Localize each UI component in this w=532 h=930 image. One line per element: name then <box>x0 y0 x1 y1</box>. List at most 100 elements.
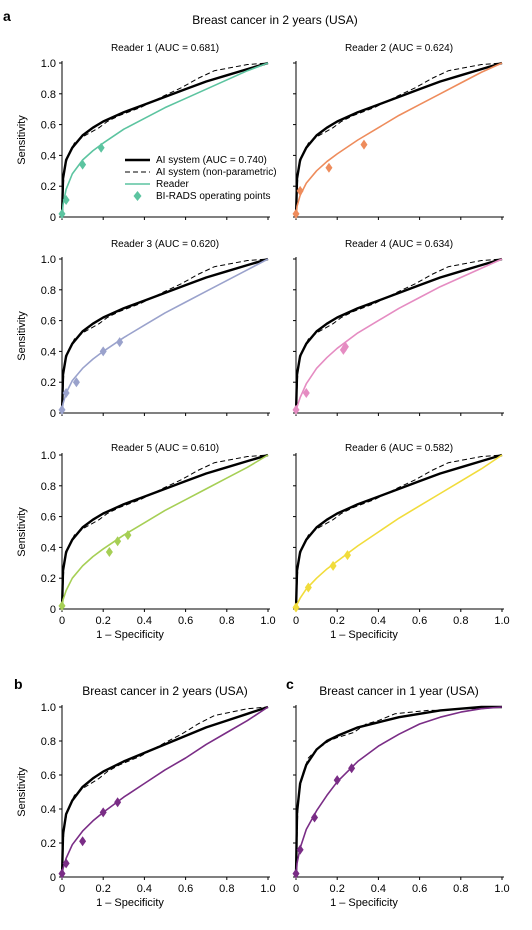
panel-1: Reader 1 (AUC = 0.681) 0 0.2 0.4 0.6 0.8 1.0 Se… <box>16 43 270 224</box>
ai-system-line <box>294 257 503 414</box>
birads-point <box>344 550 351 561</box>
birads-point <box>62 195 70 206</box>
x-tick-label: 0.6 <box>178 883 193 895</box>
x-tick-label: 0.2 <box>96 883 111 895</box>
birads-point <box>304 582 312 593</box>
x-axis-label: 1 – Specificity <box>330 897 398 909</box>
birads-point <box>58 208 66 219</box>
x-tick-label: 1.0 <box>260 883 275 895</box>
birads-point <box>333 775 341 786</box>
birads-point <box>114 536 122 547</box>
legend-ai-nonparam-label: AI system (non-parametric) <box>156 167 277 178</box>
y-axis-label: Sensitivity <box>16 767 28 817</box>
y-tick-label: 0 <box>50 408 56 420</box>
reader-line <box>61 454 269 610</box>
birads-point <box>360 139 368 150</box>
panel-4: Reader 4 (AUC = 0.634) <box>292 239 504 416</box>
reader-line <box>61 258 269 414</box>
legend-birads-label: BI-RADS operating points <box>156 191 271 202</box>
x-tick-label: 0.8 <box>453 883 468 895</box>
birads-point <box>99 807 107 818</box>
y-tick-label: 0.2 <box>41 573 56 585</box>
birads-point <box>116 337 124 348</box>
reader-line <box>61 62 269 218</box>
panel-3: Reader 3 (AUC = 0.620) 0 0.2 0.4 0.6 0.8 1.0 Se… <box>16 239 270 420</box>
birads-point <box>302 387 310 398</box>
y-tick-label: 0.8 <box>41 285 56 297</box>
panel-7-title: Breast cancer in 2 years (USA) <box>82 684 247 698</box>
birads-point <box>311 812 319 823</box>
y-tick-label: 1.0 <box>41 450 56 462</box>
legend-reader-label: Reader <box>156 179 189 190</box>
x-tick-label: 0.2 <box>330 615 345 627</box>
panel-2: Reader 2 (AUC = 0.624) <box>292 43 504 220</box>
y-tick-label: 0 <box>50 604 56 616</box>
x-tick-label: 1.0 <box>260 615 275 627</box>
panel-5: Reader 5 (AUC = 0.610) 0 0.2 0.4 0.6 0.8 1.0 0 0… <box>16 443 276 641</box>
x-tick-label: 0 <box>59 615 65 627</box>
panel-8: Breast cancer in 1 year (USA) 0 0.2 0.4 0.6 0… <box>292 684 510 909</box>
birads-point <box>58 404 66 415</box>
x-tick-label: 0.4 <box>371 615 386 627</box>
x-tick-label: 0 <box>293 883 299 895</box>
x-tick-label: 0.6 <box>178 615 193 627</box>
x-tick-label: 0.8 <box>453 615 468 627</box>
y-axis-label: Sensitivity <box>16 115 28 165</box>
ai-nonparametric-line <box>61 62 269 218</box>
birads-point <box>325 162 333 173</box>
panels: Reader 1 (AUC = 0.681) 0 0.2 0.4 0.6 0.8 1.0 Se… <box>16 43 510 909</box>
panel-5-title: Reader 5 (AUC = 0.610) <box>111 443 219 454</box>
y-tick-label: 0.4 <box>41 150 56 162</box>
x-tick-label: 0.4 <box>137 615 152 627</box>
ai-system-line <box>60 453 269 610</box>
panel-3-title: Reader 3 (AUC = 0.620) <box>111 239 219 250</box>
panel-7: Breast cancer in 2 years (USA) 0 0.2 0.4 0.6… <box>16 684 276 909</box>
birads-point <box>99 346 107 357</box>
ai-system-line <box>294 705 502 878</box>
y-tick-label: 0.6 <box>41 770 56 782</box>
panel-c-letter: c <box>286 676 294 692</box>
panel-a-letter: a <box>3 8 11 24</box>
x-tick-label: 0.4 <box>371 883 386 895</box>
birads-point <box>296 844 304 855</box>
birads-point <box>124 530 132 541</box>
y-tick-label: 0.4 <box>41 804 56 816</box>
y-tick-label: 0 <box>50 872 56 884</box>
x-tick-label: 0.8 <box>219 615 234 627</box>
x-tick-label: 0.2 <box>330 883 345 895</box>
birads-point <box>329 560 337 571</box>
birads-point <box>97 142 105 153</box>
y-tick-label: 0.6 <box>41 316 56 328</box>
birads-point <box>114 797 122 808</box>
y-tick-label: 0.8 <box>41 89 56 101</box>
y-tick-label: 1.0 <box>41 702 56 714</box>
y-tick-label: 1.0 <box>41 254 56 266</box>
panel-2-title: Reader 2 (AUC = 0.624) <box>345 43 453 54</box>
birads-point <box>62 387 70 398</box>
y-tick-label: 0.8 <box>41 481 56 493</box>
y-axis-label: Sensitivity <box>16 507 28 557</box>
panel-1-title: Reader 1 (AUC = 0.681) <box>111 43 219 54</box>
birads-point <box>292 404 300 415</box>
panel-a-title: Breast cancer in 2 years (USA) <box>192 13 357 27</box>
reader-line <box>295 706 503 878</box>
ai-nonparametric-line <box>61 258 269 414</box>
x-axis-label: 1 – Specificity <box>96 629 164 641</box>
x-tick-label: 0.2 <box>96 615 111 627</box>
x-axis-label: 1 – Specificity <box>330 629 398 641</box>
birads-point <box>292 208 300 219</box>
y-tick-label: 0.4 <box>41 346 56 358</box>
reader-line <box>61 706 269 878</box>
y-tick-label: 0.4 <box>41 542 56 554</box>
x-tick-label: 0.4 <box>137 883 152 895</box>
x-tick-label: 0.8 <box>219 883 234 895</box>
x-axis-label: 1 – Specificity <box>96 897 164 909</box>
reader-line <box>295 454 503 610</box>
x-tick-label: 0 <box>59 883 65 895</box>
y-axis-label: Sensitivity <box>16 311 28 361</box>
ai-nonparametric-line <box>295 258 503 414</box>
birads-point <box>296 185 304 196</box>
birads-point <box>62 858 70 869</box>
birads-point <box>79 159 87 170</box>
